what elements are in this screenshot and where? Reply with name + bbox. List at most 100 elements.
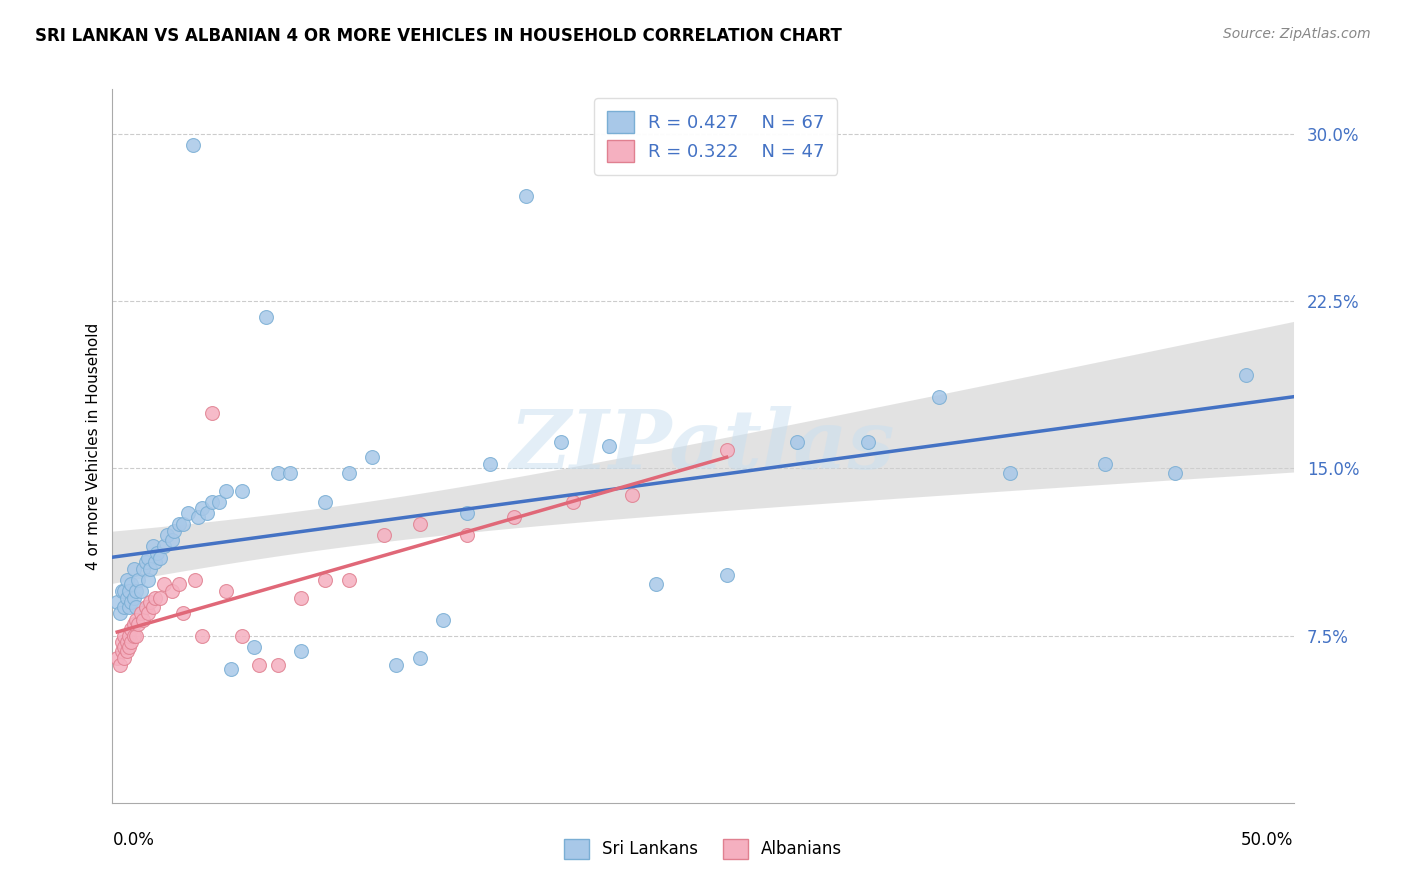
Point (231, 628, 253, 642)
Point (142, 599, 165, 614)
Point (621, 488, 644, 502)
Point (278, 466, 301, 480)
Point (127, 617, 149, 632)
Point (247, 657, 270, 672)
Point (644, 577, 666, 591)
Point (172, 607, 194, 621)
Point (191, 628, 214, 642)
Point (172, 516, 194, 531)
Point (432, 613, 454, 627)
Point (479, 457, 502, 471)
Point (136, 573, 159, 587)
Point (118, 628, 141, 642)
Point (120, 635, 142, 649)
Point (1234, 368, 1257, 382)
Point (254, 310, 277, 324)
Point (127, 573, 149, 587)
Point (314, 573, 336, 587)
Point (503, 510, 526, 524)
Point (142, 539, 165, 553)
Point (337, 466, 360, 480)
Point (786, 434, 808, 449)
Point (337, 573, 360, 587)
Text: 0.0%: 0.0% (112, 831, 155, 849)
Point (208, 494, 231, 508)
Point (373, 528, 395, 542)
Point (122, 617, 145, 632)
Point (111, 583, 134, 598)
Point (215, 483, 238, 498)
Point (928, 390, 950, 404)
Point (120, 595, 142, 609)
Point (156, 528, 179, 542)
Point (108, 657, 131, 672)
Point (456, 528, 478, 542)
Text: 50.0%: 50.0% (1241, 831, 1294, 849)
Point (163, 524, 186, 538)
Point (108, 607, 131, 621)
Point (120, 622, 142, 636)
Point (125, 583, 148, 598)
Point (1164, 466, 1187, 480)
Point (112, 583, 135, 598)
Point (125, 613, 148, 627)
Point (122, 591, 145, 605)
Point (314, 494, 336, 508)
Point (149, 550, 172, 565)
Point (118, 640, 141, 654)
Point (191, 501, 214, 516)
Point (115, 573, 138, 587)
Point (385, 657, 408, 672)
Point (716, 443, 738, 458)
Point (146, 546, 169, 560)
Point (135, 555, 157, 569)
Point (135, 599, 157, 614)
Point (136, 607, 159, 621)
Point (160, 533, 183, 547)
Point (167, 577, 190, 591)
Point (136, 550, 159, 565)
Point (112, 599, 135, 614)
Point (515, 189, 537, 203)
Point (998, 466, 1021, 480)
Point (139, 595, 162, 609)
Point (111, 644, 134, 658)
Point (105, 651, 128, 665)
Point (550, 434, 572, 449)
Point (125, 628, 148, 642)
Legend: Sri Lankans, Albanians: Sri Lankans, Albanians (557, 832, 849, 866)
Point (120, 577, 142, 591)
Point (112, 640, 135, 654)
Point (186, 510, 208, 524)
Point (290, 591, 312, 605)
Point (160, 583, 183, 598)
Point (408, 516, 430, 531)
Point (177, 506, 200, 520)
Point (115, 635, 138, 649)
Point (167, 516, 190, 531)
Point (112, 628, 135, 642)
Point (115, 591, 138, 605)
Point (1094, 457, 1116, 471)
Point (267, 466, 290, 480)
Point (132, 613, 155, 627)
Point (143, 555, 166, 569)
Point (139, 562, 162, 576)
Point (112, 651, 135, 665)
Point (111, 635, 134, 649)
Point (122, 562, 145, 576)
Point (122, 628, 145, 642)
Text: SRI LANKAN VS ALBANIAN 4 OR MORE VEHICLES IN HOUSEHOLD CORRELATION CHART: SRI LANKAN VS ALBANIAN 4 OR MORE VEHICLE… (35, 27, 842, 45)
Point (408, 651, 430, 665)
Y-axis label: 4 or more Vehicles in Household: 4 or more Vehicles in Household (86, 322, 101, 570)
Point (129, 607, 152, 621)
Point (201, 405, 224, 419)
Text: ZIPatlas: ZIPatlas (510, 406, 896, 486)
Point (243, 640, 266, 654)
Point (149, 591, 172, 605)
Point (181, 137, 204, 152)
Point (184, 573, 207, 587)
Point (215, 583, 238, 598)
Point (361, 450, 384, 464)
Point (118, 599, 141, 614)
